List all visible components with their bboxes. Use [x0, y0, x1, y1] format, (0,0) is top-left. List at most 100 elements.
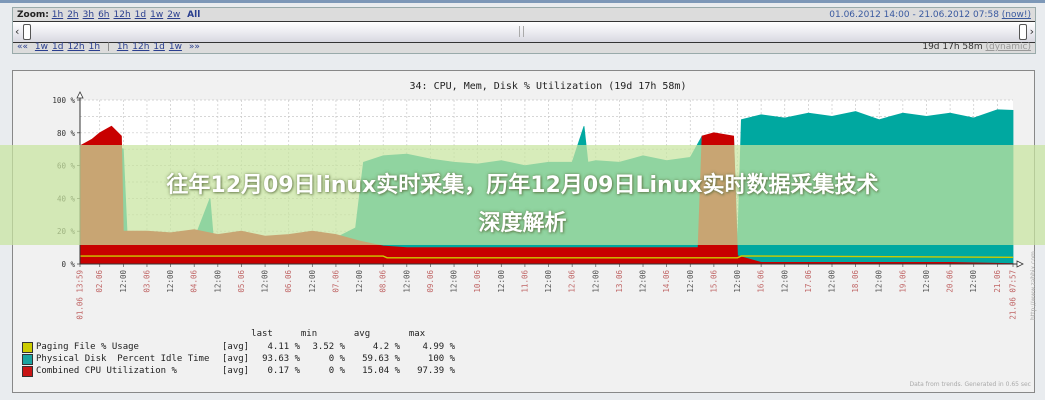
- scroll-left-arrow-icon[interactable]: ‹: [15, 25, 20, 38]
- nav-forward-12h[interactable]: 12h: [132, 42, 150, 52]
- series-line-2: [80, 255, 1014, 259]
- dynamic-mode-link[interactable]: (dynamic): [985, 42, 1032, 52]
- legend-swatch: [22, 342, 33, 353]
- nav-back-12h[interactable]: 12h: [67, 42, 85, 52]
- x-tick-label: 12.06: [568, 270, 577, 293]
- banner-title-line1: 往年12月09日linux实时采集，历年12月09日Linux实时数据采集技术: [166, 173, 879, 198]
- x-tick-label: 13.06: [615, 270, 624, 293]
- nav-forward-1h[interactable]: 1h: [116, 42, 129, 52]
- y-tick-label: 80 %: [57, 129, 76, 138]
- duration-value: 19d 17h 58m: [922, 42, 983, 52]
- x-tick-label: 09.06: [426, 270, 435, 293]
- legend-row: Physical Disk Percent Idle Time [avg] 93.6…: [22, 353, 482, 365]
- legend-name: Combined CPU Utilization %: [36, 366, 177, 376]
- zoom-all[interactable]: All: [187, 10, 201, 20]
- x-tick-label: 16.06: [757, 270, 766, 293]
- nav-forward-1d[interactable]: 1d: [153, 42, 165, 52]
- banner-title-line2: 深度解析: [478, 211, 567, 236]
- x-tick-label: 12:00: [544, 270, 553, 293]
- legend-header-min: min: [300, 329, 318, 339]
- x-tick-label: 07.06: [331, 270, 340, 293]
- legend-name: Paging File % Usage: [36, 342, 139, 352]
- x-tick-label: 21.06: [993, 270, 1002, 293]
- y-tick-label: 100 %: [52, 96, 75, 105]
- legend-max: 100 %: [427, 354, 455, 364]
- zoom-option-12h[interactable]: 12h: [113, 10, 131, 20]
- zoom-option-2w[interactable]: 2w: [167, 10, 181, 20]
- legend-avg: 59.63 %: [362, 354, 400, 364]
- legend-last: 4.11 %: [267, 342, 300, 352]
- zoom-option-1d[interactable]: 1d: [134, 10, 147, 20]
- period-scrollbar[interactable]: ‹ ›: [13, 21, 1035, 43]
- x-tick-label: 21.06 07:57: [1009, 270, 1018, 320]
- legend-name: Physical Disk Percent Idle Time: [36, 354, 210, 364]
- scrollbar-grip[interactable]: [519, 26, 524, 37]
- zoom-option-6h[interactable]: 6h: [98, 10, 110, 20]
- nav-forward-icon[interactable]: »»: [188, 42, 200, 52]
- nav-back-1w[interactable]: 1w: [34, 42, 48, 52]
- right-slider-handle[interactable]: [1019, 24, 1027, 40]
- x-tick-label: 12:00: [733, 270, 742, 293]
- generation-footer: Data from trends. Generated in 0.65 sec: [909, 381, 1031, 388]
- period-navigation-row: «« 1w 1d 12h 1h | 1h 12h 1d 1w »» 19d 17h 58m …: [17, 42, 1031, 53]
- x-tick-label: 14.06: [662, 270, 671, 293]
- x-tick-label: 12:00: [827, 270, 836, 293]
- chart-title: 34: CPU, Mem, Disk % Utilization (19d 17…: [410, 81, 687, 92]
- x-tick-label: 11.06: [520, 270, 529, 293]
- legend-row: Combined CPU Utilization % [avg] 0.17 % 0 %…: [22, 365, 482, 377]
- zoom-option-2h[interactable]: 2h: [67, 10, 79, 20]
- nav-back-1h[interactable]: 1h: [88, 42, 101, 52]
- zabbix-watermark-url: http://www.zabbix.com: [1030, 251, 1037, 320]
- legend-function: [avg]: [222, 342, 250, 352]
- x-tick-label: 12:00: [308, 270, 317, 293]
- now-link[interactable]: (now!): [1001, 10, 1031, 20]
- period-range: 01.06.2012 14:00 - 21.06.2012 07:58 (now…: [829, 9, 1031, 21]
- x-tick-label: 19.06: [898, 270, 907, 293]
- x-tick-label: 12:00: [213, 270, 222, 293]
- nav-back-1d[interactable]: 1d: [51, 42, 64, 52]
- x-tick-label: 12:00: [119, 270, 128, 293]
- nav-back-icon[interactable]: ««: [17, 42, 29, 52]
- x-tick-label: 12:00: [497, 270, 506, 293]
- nav-forward-1w[interactable]: 1w: [168, 42, 182, 52]
- x-tick-label: 12:00: [591, 270, 600, 293]
- nav-separator: |: [106, 42, 110, 52]
- x-tick-label: 18.06: [851, 270, 860, 293]
- x-tick-label: 12:00: [780, 270, 789, 293]
- x-tick-label: 12:00: [355, 270, 364, 293]
- y-axis-arrow-icon: [76, 91, 84, 99]
- legend: last min avg max Paging File % Usage [avg] 4.1…: [22, 329, 482, 379]
- legend-min: 0 %: [328, 366, 345, 376]
- x-tick-label: 12:00: [639, 270, 648, 293]
- x-tick-label: 12:00: [922, 270, 931, 293]
- scroll-right-arrow-icon[interactable]: ›: [1029, 25, 1034, 38]
- legend-header-last: last: [251, 329, 273, 339]
- x-tick-label: 12:00: [402, 270, 411, 293]
- axes: 01.06 13:59 02.06 12:00 03.06 12:00 04.06 12:0…: [52, 91, 1024, 320]
- y-tick-label: 0 %: [61, 260, 75, 269]
- zoom-label: Zoom:: [17, 10, 49, 20]
- legend-swatch: [22, 366, 33, 377]
- legend-row: Paging File % Usage [avg] 4.11 % 3.52 % 4.2 …: [22, 341, 482, 353]
- period-from: 01.06.2012 14:00: [829, 10, 910, 20]
- zoom-option-3h[interactable]: 3h: [82, 10, 95, 20]
- x-tick-label: 12:00: [166, 270, 175, 293]
- legend-min: 3.52 %: [312, 342, 345, 352]
- left-slider-handle[interactable]: [23, 24, 31, 40]
- legend-function: [avg]: [222, 366, 250, 376]
- x-tick-label: 06.06: [284, 270, 293, 293]
- x-tick-label: 01.06 13:59: [76, 270, 85, 320]
- x-tick-label: 02.06: [95, 270, 104, 293]
- zoom-option-1h[interactable]: 1h: [51, 10, 64, 20]
- zoom-option-1w[interactable]: 1w: [150, 10, 164, 20]
- legend-avg: 15.04 %: [362, 366, 400, 376]
- duration: 19d 17h 58m (dynamic): [922, 42, 1031, 53]
- x-tick-label: 10.06: [473, 270, 482, 293]
- legend-max: 4.99 %: [422, 342, 455, 352]
- x-tick-label: 17.06: [804, 270, 813, 293]
- article-title-banner: 往年12月09日linux实时采集，历年12月09日Linux实时数据采集技术 …: [0, 145, 1045, 245]
- x-tick-label: 08.06: [379, 270, 388, 293]
- x-tick-label: 04.06: [190, 270, 199, 293]
- legend-last: 0.17 %: [267, 366, 300, 376]
- legend-avg: 4.2 %: [372, 342, 400, 352]
